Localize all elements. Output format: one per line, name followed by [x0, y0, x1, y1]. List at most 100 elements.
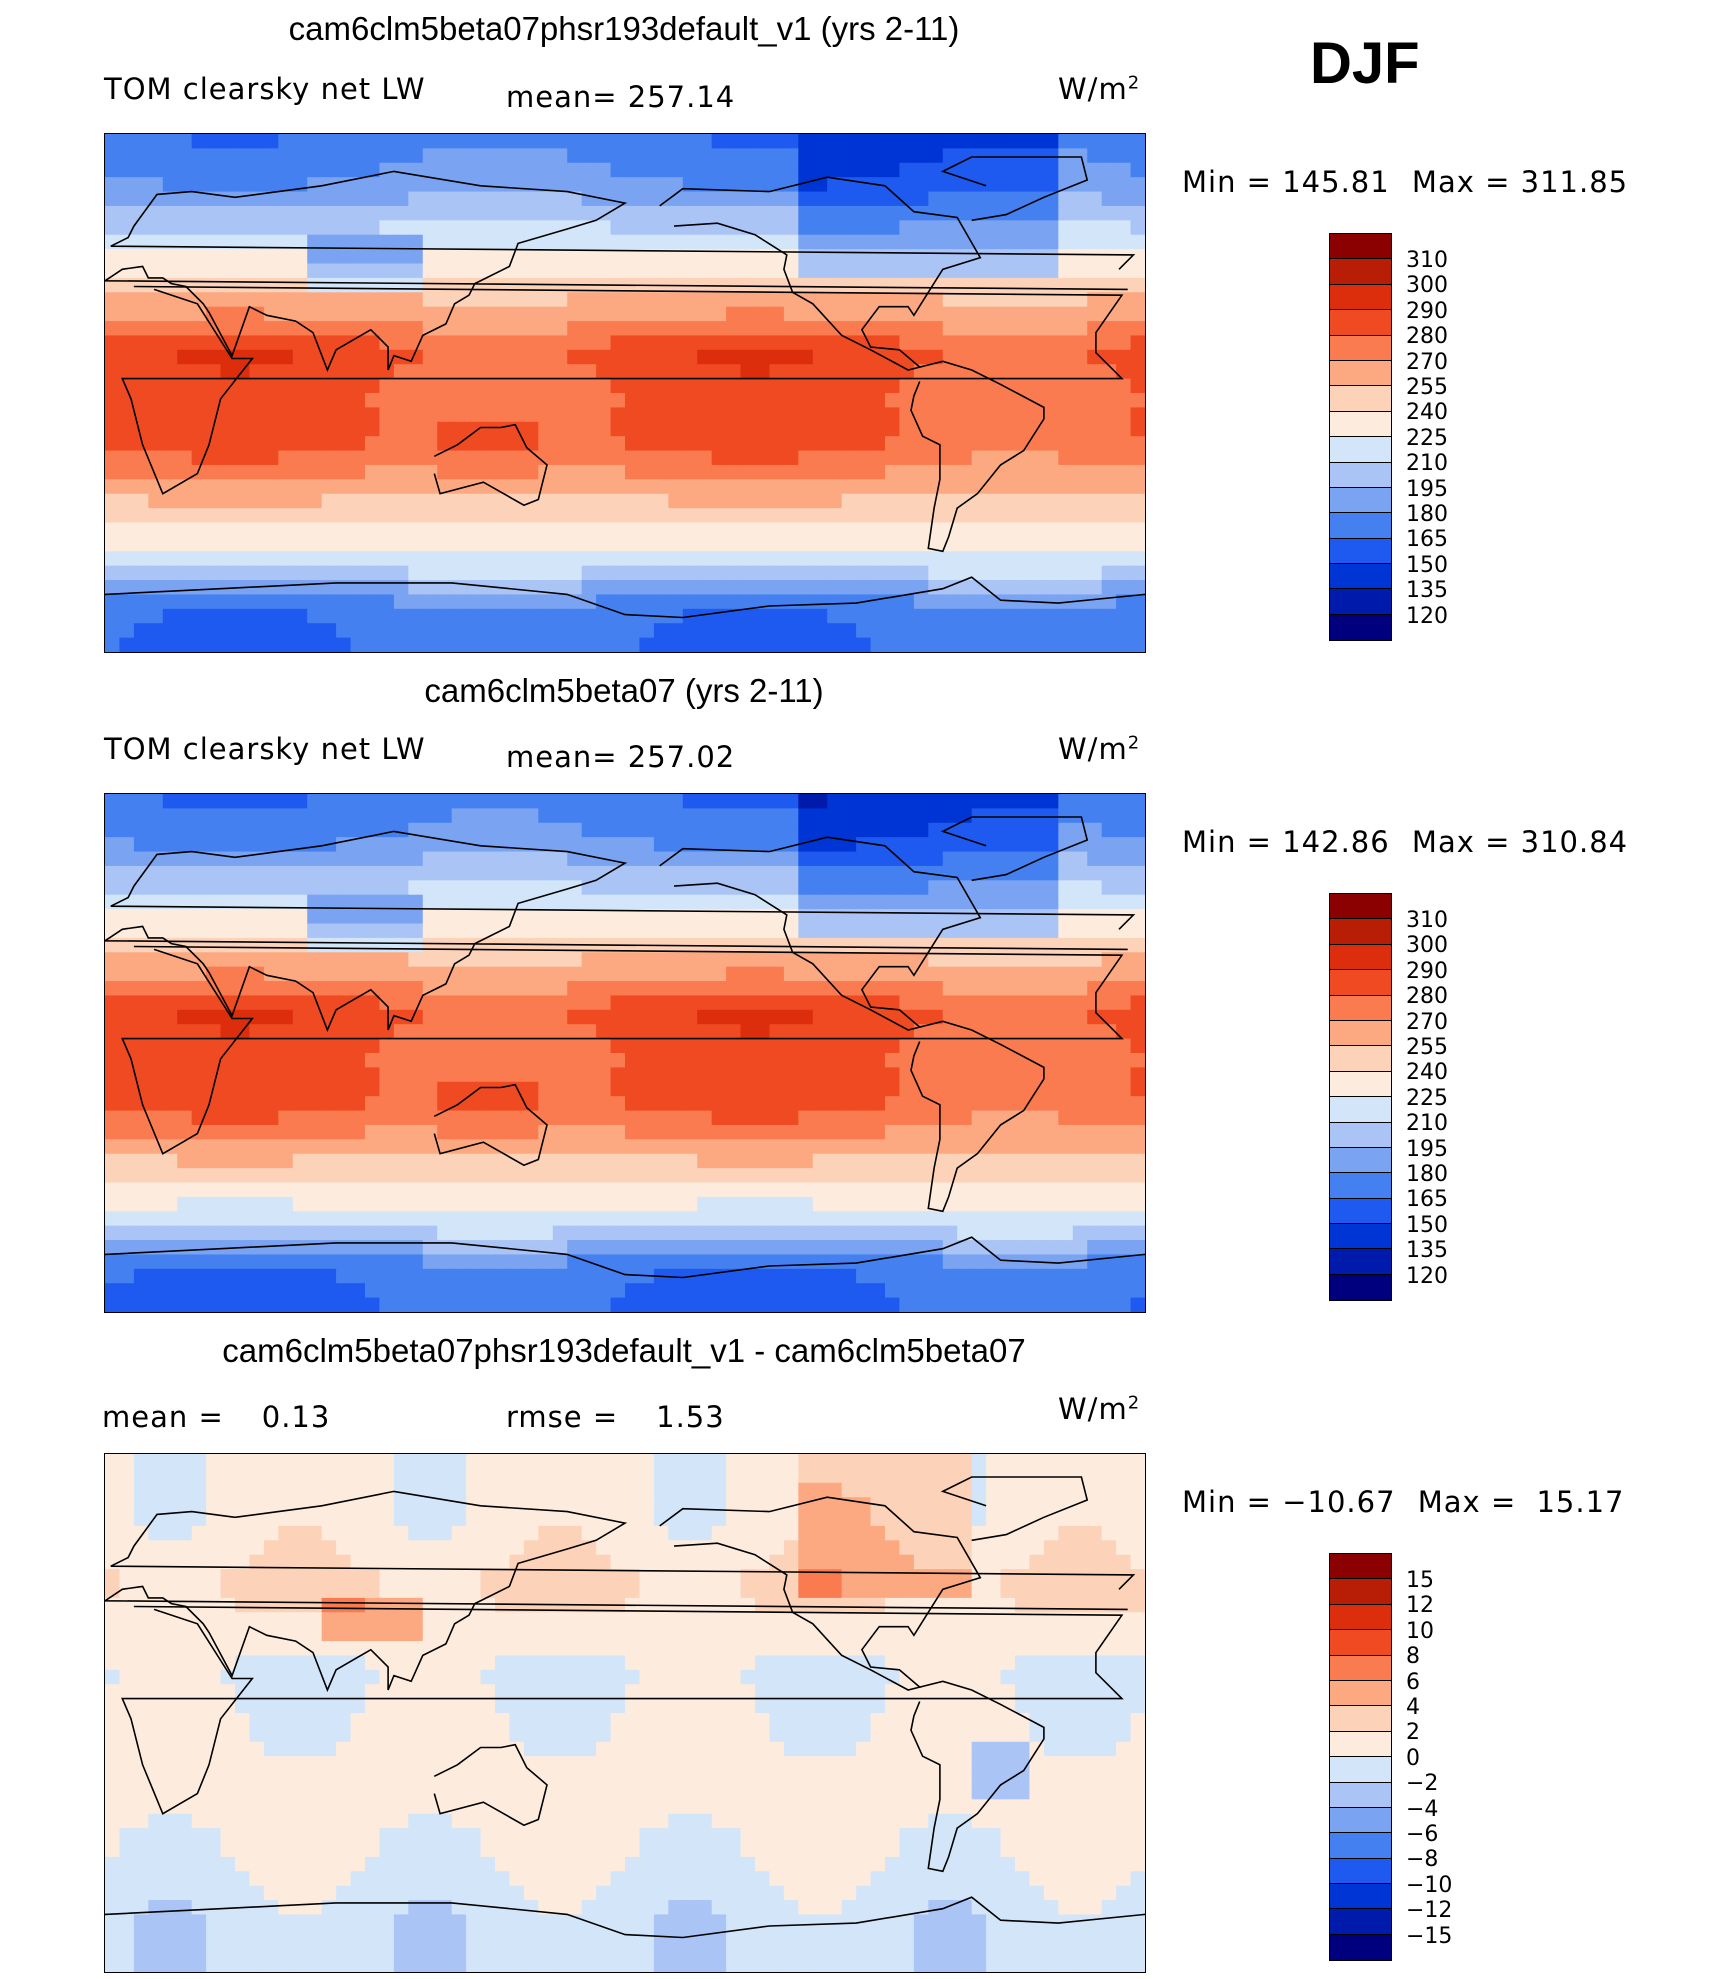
- map-cell: [263, 378, 279, 394]
- map-cell: [971, 1196, 987, 1212]
- map-cell: [740, 277, 756, 293]
- map-cell: [292, 205, 308, 221]
- map-cell: [783, 808, 799, 824]
- map-cell: [581, 177, 597, 193]
- map-cell: [610, 220, 626, 236]
- map-cell: [697, 794, 713, 809]
- map-cell: [885, 1096, 901, 1112]
- map-cell: [726, 162, 742, 178]
- map-cell: [639, 637, 655, 652]
- map-cell: [769, 1182, 785, 1198]
- map-cell: [899, 952, 915, 968]
- map-cell: [509, 536, 525, 552]
- map-cell: [1087, 177, 1103, 193]
- map-cell: [740, 393, 756, 408]
- map-cell: [827, 421, 843, 437]
- map-cell: [1043, 837, 1059, 853]
- map-cell: [422, 894, 438, 910]
- map-cell: [885, 822, 901, 838]
- map-cell: [365, 565, 381, 581]
- map-cell: [668, 1053, 684, 1068]
- map-cell: [567, 565, 583, 581]
- map-cell: [812, 335, 828, 351]
- map-cell: [350, 808, 366, 824]
- map-cell: [321, 822, 337, 838]
- map-cell: [480, 966, 496, 982]
- map-cell: [841, 981, 857, 997]
- map-cell: [278, 522, 294, 538]
- map-cell: [740, 436, 756, 452]
- map-cell: [957, 1009, 973, 1025]
- map-cell: [206, 808, 222, 824]
- map-cell: [639, 1182, 655, 1198]
- map-cell: [856, 1067, 872, 1083]
- map-cell: [177, 1110, 193, 1126]
- map-cell: [798, 1168, 814, 1184]
- map-cell: [393, 335, 409, 351]
- map-cell: [697, 822, 713, 838]
- map-cell: [350, 837, 366, 853]
- map-cell: [639, 565, 655, 581]
- map-cell: [942, 551, 958, 567]
- map-cell: [639, 306, 655, 322]
- map-cell: [726, 981, 742, 997]
- map-cell: [653, 995, 669, 1011]
- map-cell: [249, 1038, 265, 1054]
- map-cell: [191, 1153, 207, 1169]
- map-cell: [191, 608, 207, 624]
- map-cell: [466, 995, 482, 1011]
- map-cell: [1015, 306, 1031, 322]
- map-cell: [913, 134, 929, 149]
- map-cell: [596, 249, 612, 265]
- map-cell: [509, 894, 525, 910]
- map-cell: [1101, 923, 1117, 939]
- map-cell: [235, 522, 251, 538]
- map-cell: [105, 551, 121, 567]
- map-cell: [668, 880, 684, 896]
- map-cell: [408, 894, 424, 910]
- map-cell: [740, 148, 756, 164]
- map-cell: [235, 536, 251, 552]
- map-cell: [957, 393, 973, 408]
- map-cell: [682, 436, 698, 452]
- map-cell: [321, 1182, 337, 1198]
- map-cell: [523, 1053, 539, 1068]
- map-cell: [1101, 522, 1117, 538]
- map-cell: [971, 594, 987, 610]
- map-cell: [379, 148, 395, 164]
- map-cell: [711, 837, 727, 853]
- map-cell: [1130, 894, 1145, 910]
- map-cell: [913, 1110, 929, 1126]
- map-cell: [1072, 565, 1088, 581]
- map-cell: [928, 580, 944, 596]
- map-cell: [625, 565, 641, 581]
- map-cell: [393, 1182, 409, 1198]
- map-cell: [379, 851, 395, 867]
- map-cell: [639, 493, 655, 509]
- map-cell: [885, 464, 901, 480]
- map-cell: [321, 522, 337, 538]
- map-cell: [1087, 249, 1103, 265]
- map-cell: [191, 794, 207, 809]
- map-cell: [133, 1096, 149, 1112]
- map-cell: [913, 981, 929, 997]
- map-cell: [278, 378, 294, 394]
- map-cell: [639, 421, 655, 437]
- map-cell: [726, 378, 742, 394]
- map-cell: [480, 865, 496, 881]
- map-cell: [307, 1110, 323, 1126]
- map-cell: [523, 995, 539, 1011]
- map-cell: [653, 1067, 669, 1083]
- map-cell: [827, 205, 843, 221]
- map-cell: [783, 522, 799, 538]
- map-cell: [278, 450, 294, 466]
- map-cell: [856, 865, 872, 881]
- map-cell: [133, 1168, 149, 1184]
- map-cell: [755, 865, 771, 881]
- map-cell: [1130, 134, 1145, 149]
- map-cell: [899, 177, 915, 193]
- map-cell: [133, 1240, 149, 1256]
- map-cell: [278, 162, 294, 178]
- map-cell: [350, 364, 366, 380]
- map-cell: [509, 407, 525, 423]
